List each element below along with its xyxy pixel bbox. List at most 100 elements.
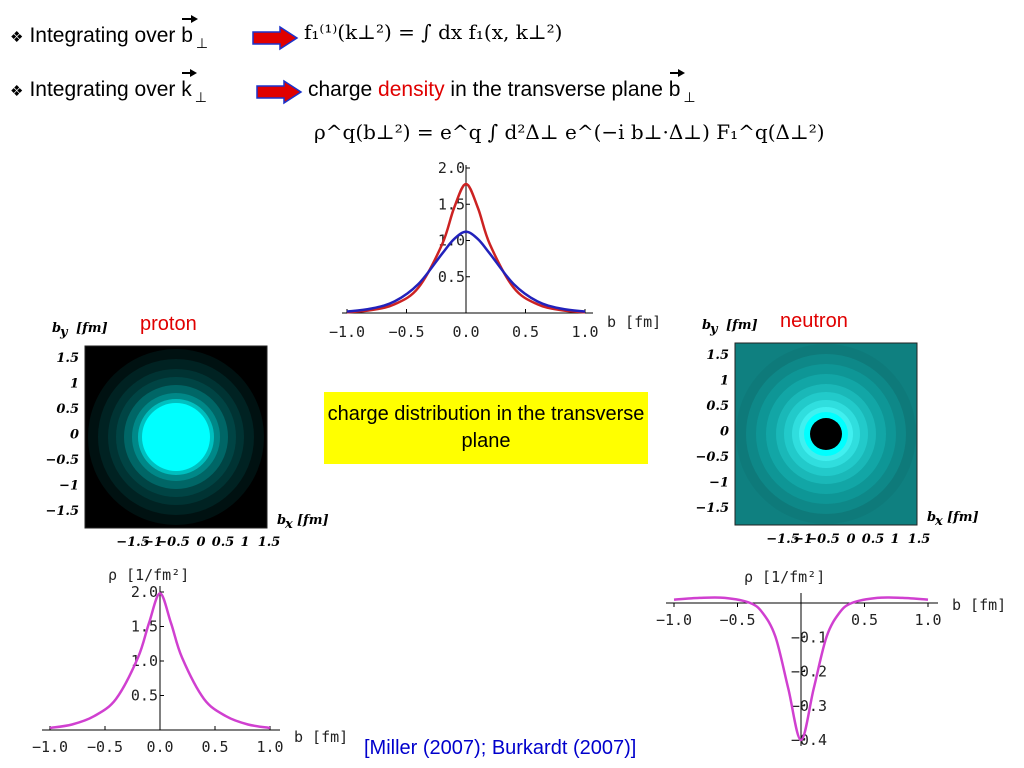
x-tick-label: 0.5 [862,532,885,547]
x-tick-label: −1.0 [656,611,692,629]
x-tick-label: −1.0 [329,323,365,341]
by-label: b [702,318,711,333]
y-tick-label: 1.5 [131,618,158,636]
bx-label: b [927,510,936,525]
x-tick-label: 0.0 [146,738,173,756]
y-tick-label: 0.5 [131,687,158,705]
vector-k: k [181,69,197,101]
y-tick-label: −0.5 [45,453,79,468]
x-axis-label: b [fm] [294,728,348,746]
x-tick-label: 1 [890,532,899,547]
by-unit: [fm] [726,318,758,333]
magenta-curve [673,596,929,742]
density-core [142,403,210,471]
text-before: charge [308,78,379,101]
blue-curve [346,230,586,313]
neutron-label: neutron [780,310,848,332]
x-tick-label: 1.0 [571,323,598,341]
y-axis-label: ρ [1/fm²] [744,568,825,586]
by-sub: y [59,325,69,340]
charge-distribution-box: charge distribution in the transverse pl… [324,392,648,464]
density-plot: b [fm] −1.0 −0.5 0.0 0.5 1.00.51.01.52.0 [329,159,661,341]
perp-sub: ⊥ [683,89,696,105]
x-tick-label: 1.0 [256,738,283,756]
y-axis-label: ρ [1/fm²] [108,566,189,584]
x-tick-label: 0.5 [212,535,235,550]
x-tick-label: −1 [793,532,813,547]
x-tick-label: 0.0 [452,323,479,341]
vector-b: b [668,69,685,101]
bx-sub: x [284,517,293,532]
density-highlight: density [378,78,445,101]
x-tick-label: 0.5 [851,611,878,629]
density-core [810,418,842,450]
charge-density-line: charge density in the transverse plane b… [308,69,696,106]
by-unit: [fm] [76,321,108,336]
x-tick-label: 1.5 [258,535,281,550]
y-tick-label: 1.5 [706,348,729,363]
y-tick-label: 1 [720,374,729,389]
x-tick-label: −1.5 [116,535,150,550]
diamond-bullet-icon: ❖ [10,83,24,100]
y-tick-label: 0.5 [706,399,729,414]
x-tick-label: −0.5 [388,323,424,341]
y-tick-label: −0.4 [791,731,827,749]
bx-sub: x [934,514,943,529]
vector-b: b [181,15,198,47]
box-text: charge distribution in the transverse pl… [327,403,645,452]
x-tick-label: 1.5 [908,532,931,547]
x-tick-label: 0.5 [512,323,539,341]
citation: [Miller (2007); Burkardt (2007)] [364,737,637,759]
bx-unit: [fm] [947,510,979,525]
x-tick-label: −0.5 [719,611,755,629]
y-tick-label: −0.5 [695,450,729,465]
y-tick-label: 0.5 [438,268,465,286]
neutron-density-map: by [fm]1.510.50−0.5−1−1.5−1.5−1−0.5 0 0.5 1 1… [695,318,979,547]
x-axis-label: b [fm] [607,313,661,331]
red-curve [346,182,586,314]
x-tick-label: −1 [143,535,163,550]
y-tick-label: 1 [70,377,79,392]
y-tick-label: 1.5 [438,195,465,213]
bullet-text: Integrating over [29,78,182,101]
y-tick-label: −1.5 [45,504,79,519]
x-tick-label: 1 [240,535,249,550]
x-tick-label: −1.0 [32,738,68,756]
y-tick-label: −0.1 [791,628,827,646]
y-tick-label: 2.0 [131,583,158,601]
by-sub: y [709,322,719,337]
x-tick-label: −0.5 [806,532,840,547]
x-tick-label: 0 [196,535,205,550]
bx-unit: [fm] [297,513,329,528]
perp-sub: ⊥ [194,89,207,105]
diamond-bullet-icon: ❖ [10,29,24,46]
x-tick-label: −1.5 [766,532,800,547]
x-tick-label: 0.5 [201,738,228,756]
x-tick-label: −0.5 [156,535,190,550]
proton-density-map: by [fm]1.510.50−0.5−1−1.5−1.5−1−0.5 0 0.5 1 1… [45,321,329,550]
x-tick-label: −0.5 [87,738,123,756]
bullet-text: Integrating over [29,24,182,47]
y-tick-label: 0.5 [56,402,79,417]
by-label: b [52,321,61,336]
bx-label: b [277,513,286,528]
bullet-k-perp: ❖ Integrating over k ⊥ [10,69,207,106]
magenta-curve [49,592,271,730]
proton-rho-plot: ρ [1/fm²]b [fm]−1.0 −0.5 0.0 0.5 1.00.51.01.… [32,566,348,756]
y-tick-label: −1.5 [695,501,729,516]
text-after: in the transverse plane [444,78,669,101]
bullet-b-perp: ❖ Integrating over b ⊥ [10,15,209,52]
y-tick-label: 0 [720,425,729,440]
perp-sub: ⊥ [195,35,209,51]
x-tick-label: 1.0 [914,611,941,629]
formula-f1: f₁⁽¹⁾(k⊥²) = ∫ dx f₁(x, k⊥²) [304,20,563,44]
proton-label: proton [140,313,197,335]
y-tick-label: −0.2 [791,663,827,681]
y-tick-label: 0 [70,428,79,443]
neutron-rho-plot: ρ [1/fm²] b [fm] −1.0 −0.5 0.5 1.0 −0.1 −0.2 −0.… [656,568,1006,749]
right-arrow-icon [252,25,299,51]
x-axis-label: b [fm] [952,596,1006,614]
y-tick-label: −1 [709,476,729,491]
y-tick-label: 1.5 [56,351,79,366]
formula-rho: ρ^q(b⊥²) = e^q ∫ d²Δ⊥ e^(−i b⊥·Δ⊥) F₁^q(… [314,120,825,144]
